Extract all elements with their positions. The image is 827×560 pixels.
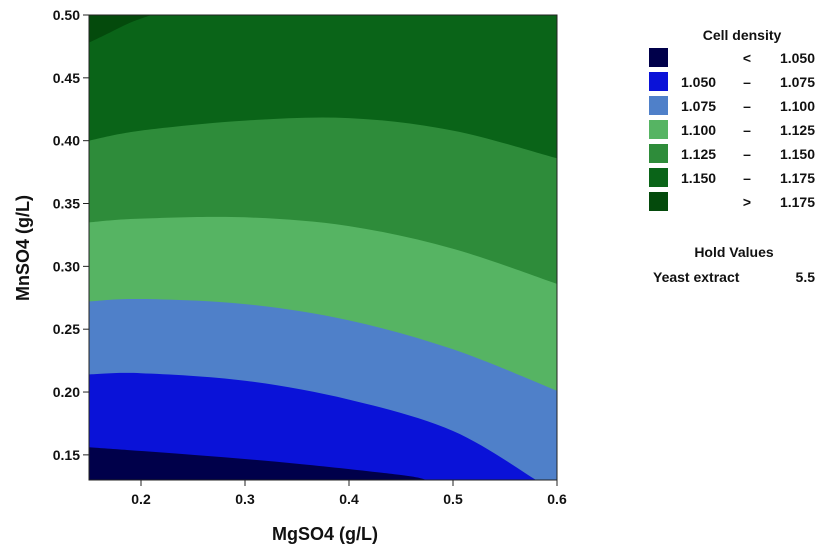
y-tick-label: 0.25 [53,321,80,337]
legend-high: 1.075 [780,74,815,90]
legend-high: 1.125 [780,122,815,138]
legend-swatch [649,72,668,91]
y-tick-label: 0.20 [53,384,80,400]
x-tick-label: 0.4 [339,491,359,507]
x-tick-label: 0.6 [547,491,567,507]
legend-swatch [649,144,668,163]
x-axis-title: MgSO4 (g/L) [272,524,378,544]
y-tick-label: 0.35 [53,196,80,212]
y-axis-title: MnSO4 (g/L) [13,195,33,301]
legend-operator: – [743,74,751,90]
legend: Cell density <1.050 1.050 – 1.075 1.075 – 1.10… [649,27,815,211]
legend-operator: – [743,98,751,114]
hold-values-value: 5.5 [796,269,816,285]
legend-title: Cell density [703,27,782,43]
legend-low: 1.075 [681,98,716,114]
y-tick-label: 0.15 [53,447,80,463]
legend-swatch [649,192,668,211]
x-tick-label: 0.5 [443,491,463,507]
legend-operator: – [743,146,751,162]
y-tick-label: 0.50 [53,7,80,23]
x-tick-label: 0.3 [235,491,255,507]
legend-operator: < [743,50,751,66]
legend-high: 1.175 [780,170,815,186]
hold-values: Hold Values Yeast extract 5.5 [653,244,815,285]
y-tick-label: 0.40 [53,133,80,149]
legend-high: 1.175 [780,194,815,210]
legend-swatch [649,48,668,67]
y-tick-label: 0.45 [53,70,80,86]
contour-fills [89,15,557,480]
legend-high: 1.050 [780,50,815,66]
y-tick-label: 0.30 [53,258,80,274]
legend-swatch [649,168,668,187]
plot-border [88,14,558,481]
axes: 0.2 0.3 0.4 0.5 0.6 0.15 0.20 0.25 0.30 0.35 0.40 0… [53,7,567,507]
legend-swatch [649,120,668,139]
legend-operator: – [743,122,751,138]
legend-low: 1.150 [681,170,716,186]
hold-values-title: Hold Values [694,244,774,260]
legend-operator: – [743,170,751,186]
legend-low: 1.125 [681,146,716,162]
legend-operator: > [743,194,751,210]
legend-high: 1.100 [780,98,815,114]
plot-area [88,14,558,481]
contour-region-level-1.175 [89,15,152,43]
legend-high: 1.150 [780,146,815,162]
hold-values-factor: Yeast extract [653,269,740,285]
legend-low: 1.100 [681,122,716,138]
x-tick-label: 0.2 [131,491,151,507]
legend-swatch [649,96,668,115]
contour-region-level-1.15 [89,15,557,159]
legend-low: 1.050 [681,74,716,90]
